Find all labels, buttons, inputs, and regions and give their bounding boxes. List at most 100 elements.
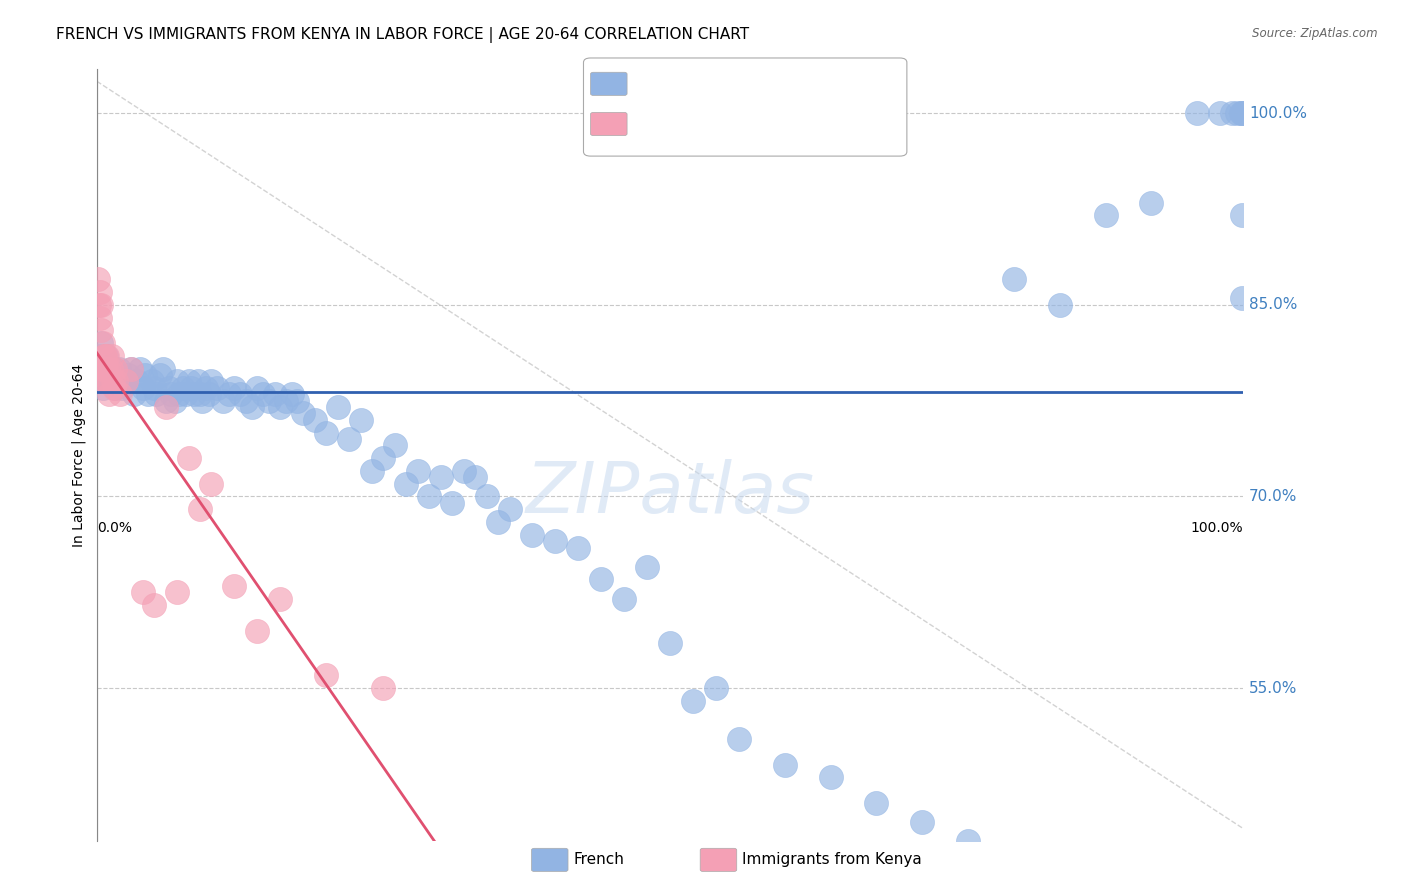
Point <box>567 541 589 555</box>
Point <box>200 476 222 491</box>
Text: Immigrants from Kenya: Immigrants from Kenya <box>742 853 922 867</box>
Point <box>100 368 122 382</box>
Text: FRENCH VS IMMIGRANTS FROM KENYA IN LABOR FORCE | AGE 20-64 CORRELATION CHART: FRENCH VS IMMIGRANTS FROM KENYA IN LABOR… <box>56 27 749 43</box>
Point <box>1230 208 1253 222</box>
Point <box>94 349 117 363</box>
Point <box>101 375 124 389</box>
Point <box>94 361 117 376</box>
Point <box>91 336 114 351</box>
Point <box>235 393 257 408</box>
Point <box>865 796 887 810</box>
Point <box>155 393 177 408</box>
Point <box>287 393 309 408</box>
Text: 85.0%: 85.0% <box>1249 297 1298 312</box>
Point <box>107 368 129 382</box>
Text: R = -0.002: R = -0.002 <box>607 75 689 89</box>
Point <box>682 694 704 708</box>
Point <box>269 400 291 414</box>
Point <box>114 375 136 389</box>
Point <box>373 451 395 466</box>
Text: Source: ZipAtlas.com: Source: ZipAtlas.com <box>1253 27 1378 40</box>
Point <box>224 579 246 593</box>
Point <box>218 387 240 401</box>
Point <box>200 375 222 389</box>
Point <box>263 387 285 401</box>
Point <box>1002 272 1025 286</box>
Point <box>326 400 349 414</box>
Point <box>304 413 326 427</box>
Point <box>205 381 228 395</box>
Point <box>1187 106 1209 120</box>
Text: N = 39: N = 39 <box>738 115 790 129</box>
Point <box>212 393 235 408</box>
Point <box>131 381 153 395</box>
Point <box>104 381 127 395</box>
Point <box>94 349 117 363</box>
Y-axis label: In Labor Force | Age 20-64: In Labor Force | Age 20-64 <box>72 363 86 547</box>
Point <box>93 375 115 389</box>
Point <box>406 464 429 478</box>
Point <box>90 323 112 337</box>
Point <box>93 349 115 363</box>
Point <box>134 368 156 382</box>
Point <box>1232 106 1254 120</box>
Point <box>1140 195 1163 210</box>
Point <box>453 464 475 478</box>
Point <box>89 349 111 363</box>
Point <box>87 272 110 286</box>
Text: ZIPatlas: ZIPatlas <box>526 459 814 528</box>
Point <box>107 361 129 376</box>
Text: N = 113: N = 113 <box>738 75 800 89</box>
Point <box>229 387 252 401</box>
Point <box>111 381 134 395</box>
Point <box>129 361 152 376</box>
Point <box>105 375 128 389</box>
Point <box>183 387 205 401</box>
Point <box>475 490 498 504</box>
Point <box>143 598 166 612</box>
Point <box>486 515 509 529</box>
Point <box>120 361 142 376</box>
Point <box>94 361 117 376</box>
Point <box>103 381 125 395</box>
Text: 70.0%: 70.0% <box>1249 489 1298 504</box>
Point <box>613 591 636 606</box>
Point <box>1230 106 1253 120</box>
Point <box>659 636 682 650</box>
Point <box>1094 208 1116 222</box>
Point <box>1230 292 1253 306</box>
Point <box>120 361 142 376</box>
Point <box>89 310 111 325</box>
Point <box>89 298 111 312</box>
Point <box>97 361 120 376</box>
Point <box>1226 106 1249 120</box>
Point <box>157 381 180 395</box>
Text: R = -0.428: R = -0.428 <box>607 115 689 129</box>
Point <box>100 349 122 363</box>
Point <box>90 336 112 351</box>
Point <box>198 387 221 401</box>
Point <box>418 490 440 504</box>
Point <box>636 559 658 574</box>
Point <box>155 400 177 414</box>
Text: 100.0%: 100.0% <box>1191 521 1243 534</box>
Point <box>180 381 202 395</box>
Point <box>166 375 188 389</box>
Point <box>90 298 112 312</box>
Point <box>100 361 122 376</box>
Point <box>280 387 302 401</box>
Point <box>1220 106 1243 120</box>
Point <box>246 381 269 395</box>
Point <box>349 413 371 427</box>
Point <box>141 375 163 389</box>
Point <box>131 585 153 599</box>
Point <box>544 534 567 549</box>
Point <box>122 387 145 401</box>
Point <box>820 771 842 785</box>
Point <box>94 361 117 376</box>
Point <box>911 815 934 830</box>
Point <box>89 285 111 299</box>
Point <box>384 438 406 452</box>
Point <box>464 470 486 484</box>
Point <box>1230 106 1253 120</box>
